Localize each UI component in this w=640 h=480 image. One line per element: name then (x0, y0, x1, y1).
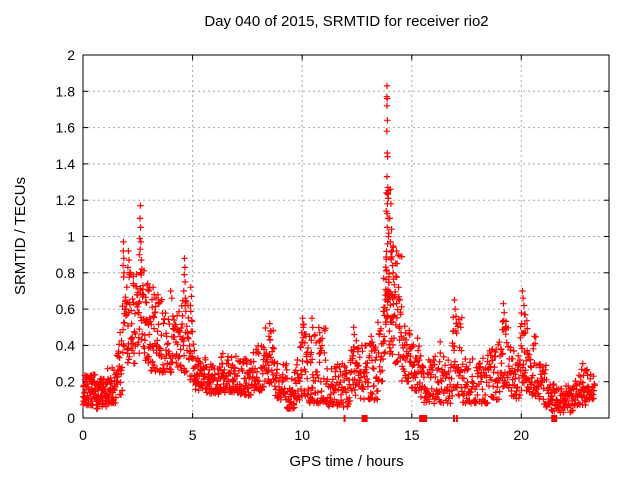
x-tick-label: 5 (189, 427, 197, 443)
gridlines (83, 55, 609, 418)
chart-title: Day 040 of 2015, SRMTID for receiver rio… (204, 13, 489, 30)
y-tick-label: 0 (67, 410, 75, 426)
zero-cluster-markers (343, 415, 558, 422)
x-tick-label: 20 (514, 427, 530, 443)
x-tick-label: 10 (294, 427, 310, 443)
y-tick-label: 0.8 (56, 265, 76, 281)
y-tick-label: 1 (67, 229, 75, 245)
y-tick-label: 1.4 (56, 156, 76, 172)
tick-labels: 00.20.40.60.811.21.41.61.820 5 10 15 20 (56, 47, 530, 443)
x-tick-label: 0 (79, 427, 87, 443)
x-tick-label: 15 (404, 427, 420, 443)
x-axis-label: GPS time / hours (289, 453, 404, 470)
y-tick-label: 0.2 (56, 374, 76, 390)
scatter-points (79, 82, 598, 416)
y-tick-label: 1.8 (56, 83, 76, 99)
axis-ticks (82, 54, 609, 419)
y-tick-label: 1.6 (56, 120, 76, 136)
y-tick-label: 2 (67, 47, 75, 63)
y-tick-label: 0.6 (56, 301, 76, 317)
y-tick-label: 1.2 (56, 192, 76, 208)
y-tick-label: 0.4 (56, 337, 76, 353)
